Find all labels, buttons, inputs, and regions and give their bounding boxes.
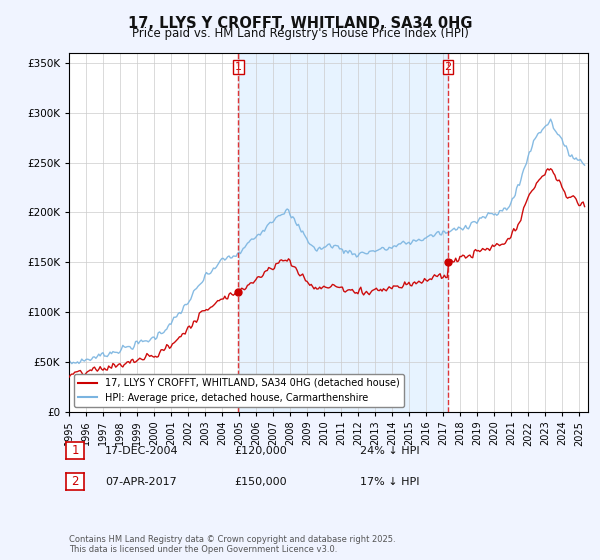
Text: Price paid vs. HM Land Registry's House Price Index (HPI): Price paid vs. HM Land Registry's House … bbox=[131, 27, 469, 40]
Text: 1: 1 bbox=[71, 444, 79, 458]
Text: 2: 2 bbox=[71, 475, 79, 488]
Text: 07-APR-2017: 07-APR-2017 bbox=[105, 477, 177, 487]
Text: £150,000: £150,000 bbox=[234, 477, 287, 487]
Text: Contains HM Land Registry data © Crown copyright and database right 2025.
This d: Contains HM Land Registry data © Crown c… bbox=[69, 535, 395, 554]
Text: 17-DEC-2004: 17-DEC-2004 bbox=[105, 446, 179, 456]
Legend: 17, LLYS Y CROFFT, WHITLAND, SA34 0HG (detached house), HPI: Average price, deta: 17, LLYS Y CROFFT, WHITLAND, SA34 0HG (d… bbox=[74, 374, 404, 407]
Text: 24% ↓ HPI: 24% ↓ HPI bbox=[360, 446, 419, 456]
Text: 17% ↓ HPI: 17% ↓ HPI bbox=[360, 477, 419, 487]
Text: 17, LLYS Y CROFFT, WHITLAND, SA34 0HG: 17, LLYS Y CROFFT, WHITLAND, SA34 0HG bbox=[128, 16, 472, 31]
Text: £120,000: £120,000 bbox=[234, 446, 287, 456]
Bar bbox=[238, 53, 448, 412]
Text: 1: 1 bbox=[235, 62, 242, 72]
Text: 2: 2 bbox=[445, 62, 452, 72]
